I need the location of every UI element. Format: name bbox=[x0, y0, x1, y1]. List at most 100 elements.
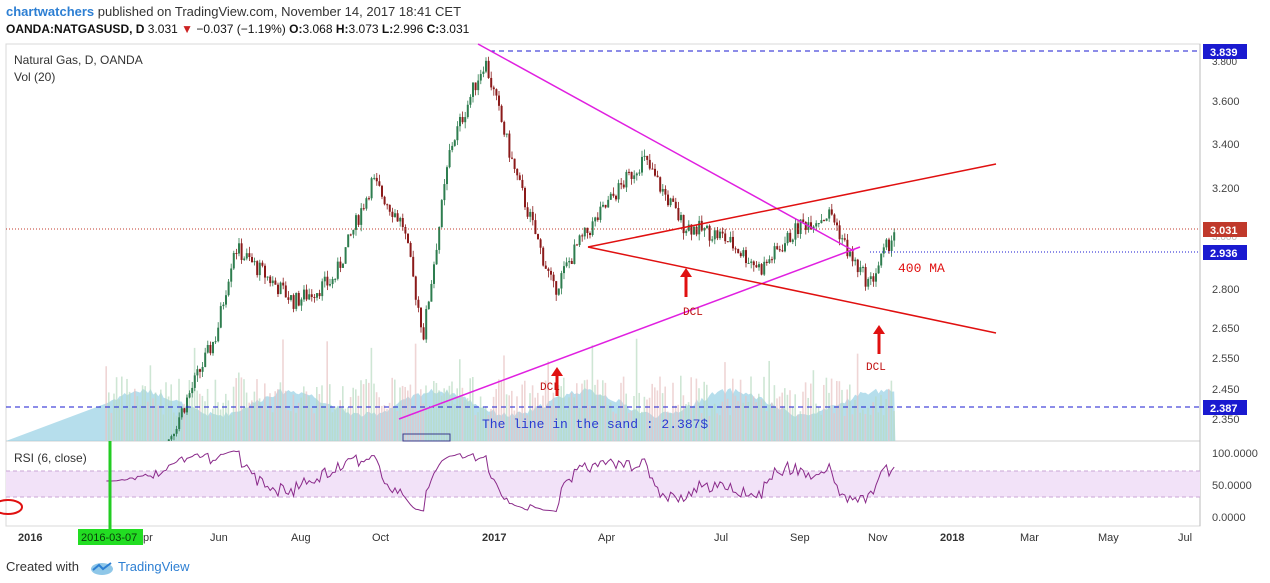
tradingview-link[interactable]: TradingView bbox=[118, 559, 190, 574]
open-value: 3.068 bbox=[302, 22, 333, 36]
volume-bar bbox=[380, 405, 383, 441]
volume-bar bbox=[685, 404, 687, 441]
candle-body bbox=[664, 188, 667, 195]
volume-bar bbox=[237, 372, 240, 441]
volume-bar bbox=[773, 385, 776, 441]
volume-bar bbox=[188, 380, 191, 441]
volume-bar bbox=[640, 411, 643, 441]
candle-body bbox=[323, 276, 326, 282]
volume-bar bbox=[427, 408, 430, 441]
volume-bar bbox=[198, 393, 201, 441]
candle-body bbox=[620, 183, 623, 185]
candle-body bbox=[334, 278, 337, 280]
candle-body bbox=[815, 223, 818, 227]
candle-body bbox=[458, 116, 461, 127]
candle-body bbox=[786, 232, 789, 244]
volume-bar bbox=[484, 406, 487, 441]
volume-bar bbox=[243, 379, 245, 441]
volume-bar bbox=[807, 397, 809, 441]
candle-body bbox=[885, 239, 888, 248]
volume-bar bbox=[276, 389, 279, 441]
volume-bar bbox=[594, 384, 596, 441]
rsi-tick: 50.0000 bbox=[1212, 480, 1252, 492]
volume-bar bbox=[601, 380, 604, 441]
volume-legend[interactable]: Vol (20) bbox=[14, 70, 55, 84]
candle-body bbox=[477, 80, 480, 91]
candle-body bbox=[214, 341, 217, 343]
volume-bar bbox=[336, 406, 339, 441]
chart-canvas[interactable]: DCL DCL DCL 400 MA The line in the sand … bbox=[0, 40, 1270, 555]
volume-bar bbox=[539, 406, 542, 441]
volume-bar bbox=[458, 359, 461, 441]
candle-body bbox=[666, 194, 669, 206]
triangle-upper-line[interactable] bbox=[477, 43, 855, 252]
volume-bar bbox=[352, 387, 354, 441]
candle-body bbox=[258, 262, 261, 276]
volume-bar bbox=[505, 394, 508, 441]
chart-footer: Created with TradingView bbox=[0, 555, 1270, 583]
price-axis[interactable]: 3.800 3.600 3.400 3.200 3.000 2.800 2.65… bbox=[1203, 44, 1247, 426]
volume-bar bbox=[659, 376, 661, 441]
candle-body bbox=[604, 204, 607, 208]
volume-bar bbox=[674, 405, 677, 441]
volume-bar bbox=[219, 409, 222, 441]
ma-price-tag-text: 2.936 bbox=[1210, 248, 1238, 260]
channel-upper-line[interactable] bbox=[587, 163, 997, 248]
volume-bar bbox=[822, 384, 825, 441]
volume-bar bbox=[794, 394, 796, 441]
volume-bar bbox=[768, 360, 770, 441]
volume-bar bbox=[833, 413, 835, 441]
volume-bar bbox=[183, 403, 185, 441]
low-value: 2.996 bbox=[393, 22, 424, 36]
candle-body bbox=[425, 309, 428, 340]
candle-body bbox=[302, 289, 305, 300]
channel-lower-line[interactable] bbox=[587, 246, 997, 334]
candle-body bbox=[648, 159, 651, 169]
volume-bar bbox=[339, 400, 341, 441]
candle-body bbox=[791, 239, 794, 242]
volume-bar bbox=[438, 390, 440, 441]
triangle-lower-line[interactable] bbox=[398, 246, 861, 420]
candle-body bbox=[328, 284, 331, 286]
candle-layer bbox=[167, 56, 896, 441]
current-price-tag-text: 3.031 bbox=[1210, 225, 1238, 237]
volume-bar bbox=[185, 394, 188, 441]
volume-bar bbox=[755, 402, 757, 441]
main-legend[interactable]: Natural Gas, D, OANDA bbox=[14, 53, 143, 67]
volume-bar bbox=[419, 389, 422, 441]
dcl-label-3: DCL bbox=[866, 362, 886, 374]
rsi-line bbox=[106, 450, 895, 513]
close-value: 3.031 bbox=[439, 22, 470, 36]
time-axis[interactable]: 2016 pr Jun Aug Oct 2017 Apr Jul Sep Nov… bbox=[18, 529, 1192, 545]
candle-body bbox=[279, 282, 282, 295]
volume-bar bbox=[497, 379, 500, 441]
volume-bar bbox=[300, 397, 302, 441]
candle-body bbox=[643, 155, 646, 157]
volume-bar bbox=[209, 415, 211, 441]
volume-bar bbox=[211, 408, 214, 441]
candle-body bbox=[711, 239, 714, 241]
candle-body bbox=[276, 284, 279, 295]
author-link[interactable]: chartwatchers bbox=[6, 4, 95, 19]
volume-bar bbox=[149, 365, 152, 441]
tradingview-logo-icon[interactable] bbox=[90, 557, 114, 577]
rsi-legend[interactable]: RSI (6, close) bbox=[14, 451, 87, 465]
volume-bar bbox=[692, 407, 695, 441]
volume-bar bbox=[222, 402, 224, 441]
volume-bar bbox=[310, 407, 313, 441]
candle-body bbox=[479, 73, 482, 81]
volume-bar bbox=[679, 375, 682, 441]
volume-bar bbox=[152, 398, 154, 441]
candle-body bbox=[313, 296, 316, 298]
candle-body bbox=[573, 244, 576, 264]
candle-body bbox=[378, 181, 381, 186]
candle-body bbox=[482, 71, 485, 74]
candle-body bbox=[297, 293, 300, 306]
volume-bar bbox=[817, 406, 820, 441]
candle-body bbox=[614, 195, 617, 200]
candle-body bbox=[781, 250, 784, 252]
candle-body bbox=[401, 217, 404, 228]
price-tick-hidden: 3.000 bbox=[1212, 232, 1237, 243]
candle-body bbox=[825, 218, 828, 221]
volume-bar bbox=[789, 390, 791, 441]
